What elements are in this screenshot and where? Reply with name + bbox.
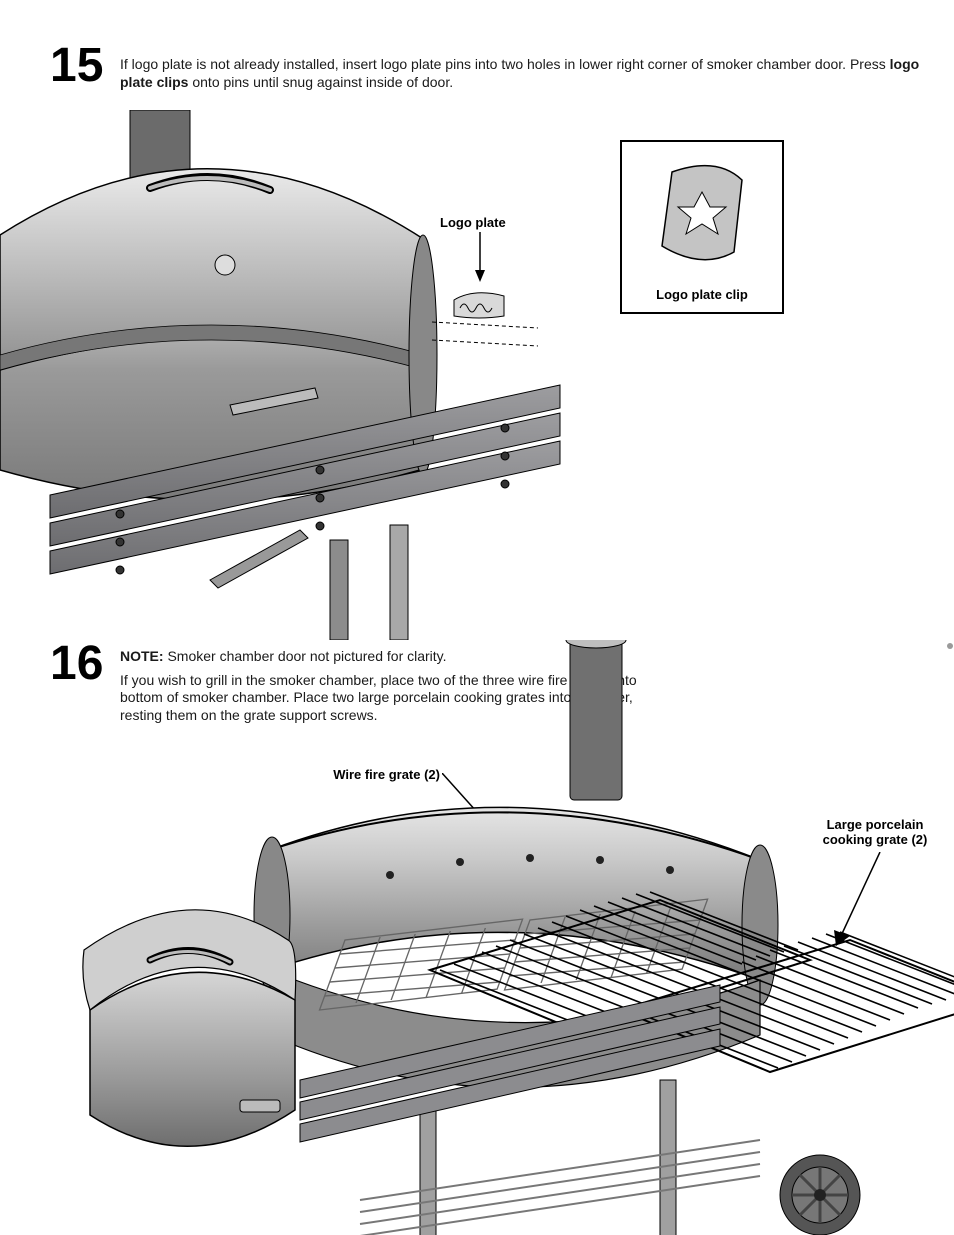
label-logo-plate: Logo plate (440, 215, 506, 230)
callout-logo-plate-clip: Logo plate clip (620, 140, 784, 314)
figure-step15-smoker (0, 110, 610, 640)
figure-step16-smoker-grates (60, 640, 954, 1235)
divider-dot (870, 636, 954, 638)
step15-instruction: If logo plate is not already installed, … (120, 56, 920, 91)
arrow-logo-plate (470, 232, 490, 282)
step15-number: 15 (50, 42, 103, 90)
logo-plate-clip-icon (622, 142, 782, 282)
step15-text-b: onto pins until snug against inside of d… (188, 74, 453, 90)
step15-text-a: If logo plate is not already installed, … (120, 56, 890, 72)
label-logo-plate-clip: Logo plate clip (622, 287, 782, 302)
